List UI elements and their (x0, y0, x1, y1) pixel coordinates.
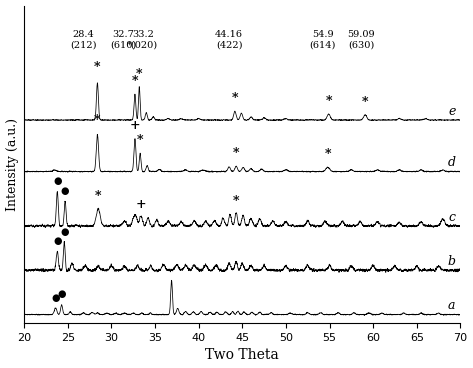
Text: 28.4
(212): 28.4 (212) (70, 30, 96, 49)
Text: +: + (136, 198, 146, 211)
Text: ●: ● (57, 290, 66, 299)
Y-axis label: Intensity (a.u.): Intensity (a.u.) (6, 118, 18, 211)
Text: *: * (233, 147, 239, 160)
Text: 54.9
(614): 54.9 (614) (309, 30, 336, 49)
Text: d: d (447, 156, 455, 169)
Text: ●: ● (53, 177, 61, 186)
Text: *: * (136, 68, 142, 81)
Text: b: b (447, 255, 455, 268)
Text: ●: ● (61, 187, 70, 196)
Text: e: e (448, 105, 455, 118)
Text: *: * (94, 61, 101, 74)
Text: *: * (362, 96, 368, 109)
X-axis label: Two Theta: Two Theta (205, 348, 279, 362)
Text: *: * (325, 95, 332, 108)
Text: ●: ● (60, 227, 69, 237)
Text: c: c (448, 210, 455, 224)
Text: 32.7
(610): 32.7 (610) (111, 30, 137, 49)
Text: +: + (130, 118, 140, 131)
Text: 33.2
*(020): 33.2 *(020) (127, 30, 158, 49)
Text: *: * (324, 148, 331, 162)
Text: ●: ● (53, 237, 61, 246)
Text: *: * (131, 75, 138, 88)
Text: *: * (233, 195, 239, 208)
Text: 44.16
(422): 44.16 (422) (215, 30, 243, 49)
Text: *: * (137, 134, 143, 148)
Text: a: a (448, 299, 455, 312)
Text: *: * (95, 191, 102, 204)
Text: *: * (232, 92, 238, 105)
Text: 59.09
(630): 59.09 (630) (347, 30, 375, 49)
Text: ●: ● (51, 294, 60, 302)
Text: *: * (94, 114, 101, 127)
